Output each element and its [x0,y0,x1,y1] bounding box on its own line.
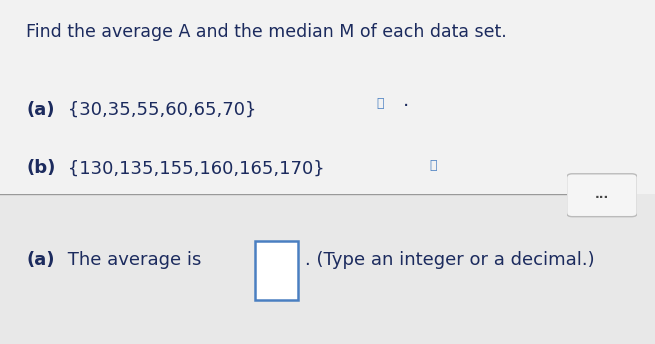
FancyBboxPatch shape [567,174,637,217]
Text: The average is: The average is [62,251,208,269]
Text: ⎘: ⎘ [429,159,436,172]
Text: {30,35,55,60,65,70}: {30,35,55,60,65,70} [62,101,257,119]
Text: ·: · [403,97,409,116]
Text: ⎘: ⎘ [377,97,384,110]
Text: (b): (b) [26,159,56,178]
Text: (a): (a) [26,101,55,119]
Text: Find the average A and the median M of each data set.: Find the average A and the median M of e… [26,23,507,41]
Text: ...: ... [595,188,609,201]
Text: . (Type an integer or a decimal.): . (Type an integer or a decimal.) [305,251,594,269]
Text: {130,135,155,160,165,170}: {130,135,155,160,165,170} [62,159,325,178]
FancyBboxPatch shape [255,241,298,300]
Text: (a): (a) [26,251,55,269]
